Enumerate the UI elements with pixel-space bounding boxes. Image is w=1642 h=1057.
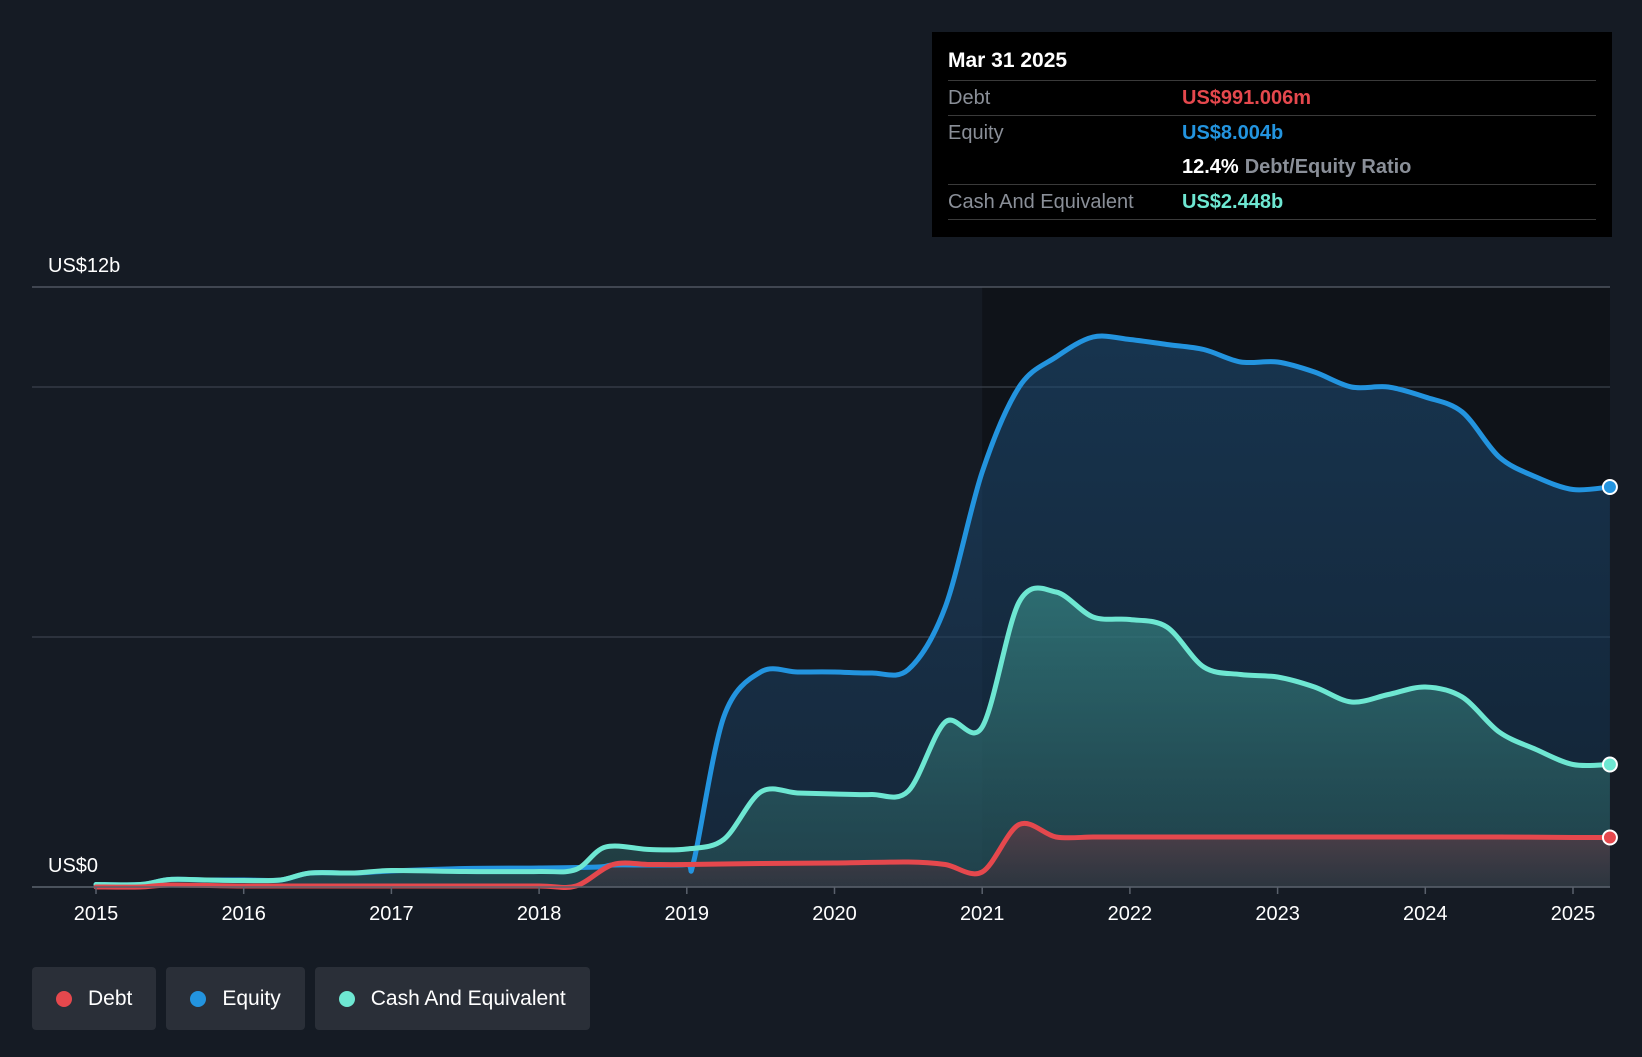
legend-dot-debt (56, 990, 72, 1007)
tooltip-equity-label: Equity (948, 121, 1004, 144)
legend-label-cash: Cash And Equivalent (370, 986, 566, 1010)
y-tick-label: US$12b (48, 255, 120, 277)
y-tick-label: US$0 (48, 855, 98, 877)
tooltip-row-cash: Cash And Equivalent US$2.448b (948, 184, 1596, 220)
hover-tooltip: Mar 31 2025 Debt US$991.006m Equity US$8… (932, 32, 1612, 237)
tooltip-row-equity: Equity US$8.004b (948, 115, 1596, 150)
legend-label-equity: Equity (222, 986, 281, 1010)
x-tick-label: 2023 (1255, 903, 1300, 925)
x-tick-label: 2020 (812, 903, 857, 925)
tooltip-cash-value: US$2.448b (1182, 190, 1284, 213)
tooltip-date: Mar 31 2025 (948, 49, 1068, 72)
legend-label-debt: Debt (88, 986, 133, 1010)
debt-end-marker[interactable] (1601, 829, 1618, 846)
tooltip-ratio-value: 12.4% (1182, 155, 1239, 178)
x-tick-label: 2025 (1551, 903, 1596, 925)
legend-item-equity[interactable]: Equity (166, 967, 305, 1030)
cash-line[interactable] (93, 585, 1613, 888)
x-tick-label: 2016 (221, 903, 266, 925)
tooltip-debt-label: Debt (948, 86, 991, 109)
tooltip-equity-value: US$8.004b (1182, 121, 1284, 144)
tooltip-row-debt: Debt US$991.006m (948, 80, 1596, 115)
tooltip-ratio-label: Debt/Equity Ratio (1244, 155, 1412, 178)
x-tick-label: 2019 (665, 903, 710, 925)
legend-item-debt[interactable]: Debt (32, 967, 157, 1030)
series-areas (96, 336, 1610, 888)
series-lines (93, 333, 1613, 891)
legend-item-cash[interactable]: Cash And Equivalent (314, 967, 590, 1030)
cash-area (96, 587, 1610, 887)
x-tick-label: 2015 (74, 903, 119, 925)
x-tick-label: 2017 (369, 903, 414, 925)
legend-dot-cash (338, 990, 355, 1007)
series-end-markers (1601, 479, 1618, 846)
tooltip-cash-label: Cash And Equivalent (948, 190, 1134, 213)
equity-end-marker[interactable] (1601, 479, 1618, 495)
x-tick-label: 2024 (1403, 903, 1448, 925)
debt-line[interactable] (93, 820, 1613, 891)
chart-legend: Debt Equity Cash And Equivalent (32, 967, 590, 1030)
x-tick-label: 2022 (1108, 903, 1153, 925)
tooltip-debt-value: US$991.006m (1182, 86, 1311, 109)
legend-dot-equity (190, 990, 207, 1007)
tooltip-row-ratio: 12.4% Debt/Equity Ratio (948, 150, 1596, 184)
axes: 2015 2016 2017 2018 2019 2020 2021 2022 2023 2024… (32, 255, 1610, 925)
x-tick-label: 2018 (517, 903, 562, 925)
cash-end-marker[interactable] (1601, 756, 1618, 773)
x-tick-label: 2021 (960, 903, 1005, 925)
